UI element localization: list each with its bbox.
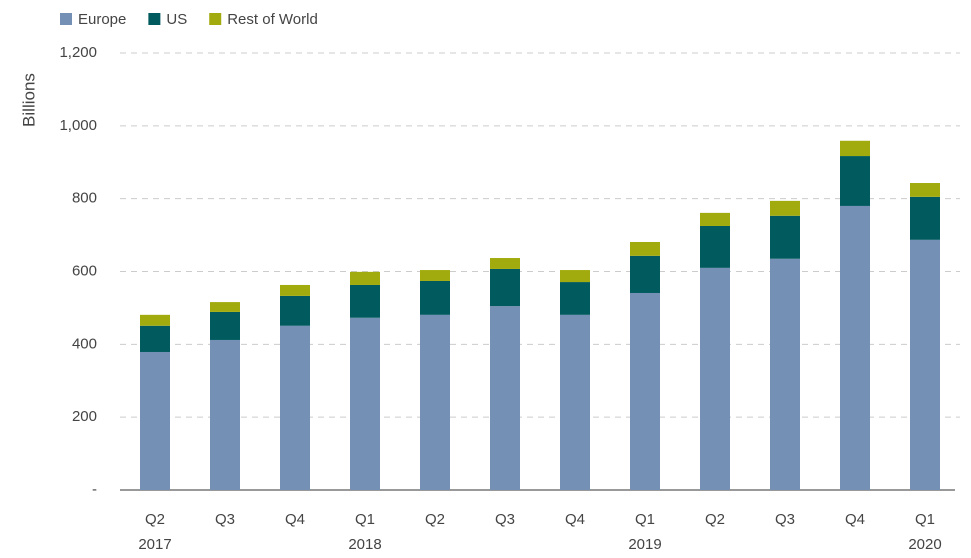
bar-segment xyxy=(140,351,170,490)
x-year-label: 2020 xyxy=(908,536,941,553)
x-year-label: 2018 xyxy=(348,536,381,553)
y-tick-label: 1,000 xyxy=(59,117,97,134)
bar-segment xyxy=(630,242,660,256)
legend-swatch xyxy=(148,13,161,25)
x-tick-label: Q3 xyxy=(215,511,235,528)
bar-segment xyxy=(700,225,730,268)
legend-label: US xyxy=(166,11,187,28)
x-tick-label: Q3 xyxy=(775,511,795,528)
bar-segment xyxy=(840,205,870,490)
x-tick-label: Q1 xyxy=(915,511,935,528)
legend-label: Rest of World xyxy=(227,11,318,28)
bar-segment xyxy=(560,270,590,283)
bar-segment xyxy=(210,339,240,490)
bar-segment xyxy=(350,284,380,318)
x-tick-label: Q2 xyxy=(145,511,165,528)
x-year-label: 2017 xyxy=(138,536,171,553)
bar-segment xyxy=(490,258,520,269)
bar-segment xyxy=(840,140,870,157)
bar-segment xyxy=(210,302,240,312)
bar-segment xyxy=(280,295,310,326)
y-tick-label: - xyxy=(92,481,97,498)
bar-segment xyxy=(490,306,520,490)
x-tick-label: Q2 xyxy=(425,511,445,528)
y-tick-label: 1,200 xyxy=(59,44,97,61)
bar-segment xyxy=(420,280,450,315)
bar-segment xyxy=(630,255,660,293)
x-tick-label: Q4 xyxy=(285,511,305,528)
x-tick-label: Q1 xyxy=(355,511,375,528)
y-tick-label: 400 xyxy=(72,335,97,352)
y-axis-label: Billions xyxy=(19,73,38,127)
bar-segment xyxy=(560,314,590,490)
bar-segment xyxy=(770,200,800,216)
y-tick-label: 800 xyxy=(72,190,97,207)
bar-segment xyxy=(140,325,170,352)
bar-segment xyxy=(700,267,730,490)
bar-segment xyxy=(490,268,520,307)
bar-segment xyxy=(840,156,870,206)
bar-segment xyxy=(910,183,940,197)
bar-segment xyxy=(770,215,800,259)
x-tick-label: Q3 xyxy=(495,511,515,528)
bar-segment xyxy=(560,282,590,315)
bar-segment xyxy=(630,292,660,490)
legend-swatch xyxy=(60,13,72,25)
legend-swatch xyxy=(209,13,222,25)
bar-segment xyxy=(350,271,380,285)
x-tick-label: Q1 xyxy=(635,511,655,528)
legend-label: Europe xyxy=(78,11,126,28)
bar-segment xyxy=(280,284,310,296)
bar-segment xyxy=(140,314,170,326)
bar-segment xyxy=(910,196,940,240)
bar-segment xyxy=(420,314,450,490)
bar-segment xyxy=(350,317,380,490)
x-tick-label: Q4 xyxy=(845,511,865,528)
y-tick-label: 600 xyxy=(72,262,97,279)
bar-segment xyxy=(700,212,730,226)
bar-segment xyxy=(910,239,940,490)
bar-segment xyxy=(210,311,240,340)
x-year-label: 2019 xyxy=(628,536,661,553)
x-tick-label: Q2 xyxy=(705,511,725,528)
y-tick-label: 200 xyxy=(72,408,97,425)
bar-segment xyxy=(770,258,800,490)
x-tick-label: Q4 xyxy=(565,511,585,528)
bar-segment xyxy=(420,270,450,281)
bar-segment xyxy=(280,325,310,490)
